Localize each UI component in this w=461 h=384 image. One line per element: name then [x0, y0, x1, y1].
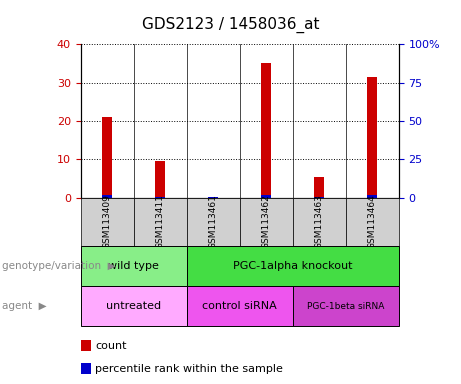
Bar: [134, 198, 187, 246]
Bar: [187, 246, 399, 286]
Text: percentile rank within the sample: percentile rank within the sample: [95, 364, 284, 374]
Text: count: count: [95, 341, 127, 351]
Text: genotype/variation  ▶: genotype/variation ▶: [2, 261, 116, 271]
Text: GSM113464: GSM113464: [368, 194, 377, 249]
Bar: [261, 195, 271, 198]
Bar: [261, 63, 271, 198]
Bar: [155, 161, 165, 198]
Bar: [102, 117, 112, 198]
Text: GDS2123 / 1458036_at: GDS2123 / 1458036_at: [142, 17, 319, 33]
Text: control siRNA: control siRNA: [202, 301, 277, 311]
Text: GSM113411: GSM113411: [156, 194, 165, 249]
Text: GSM113409: GSM113409: [103, 194, 112, 249]
Bar: [367, 195, 377, 198]
Bar: [187, 286, 293, 326]
Text: GSM113463: GSM113463: [315, 194, 324, 249]
Bar: [81, 246, 187, 286]
Bar: [346, 198, 399, 246]
Bar: [102, 195, 112, 198]
Text: untreated: untreated: [106, 301, 161, 311]
Text: GSM113462: GSM113462: [262, 194, 271, 249]
Bar: [208, 197, 218, 198]
Bar: [314, 177, 324, 198]
Bar: [293, 286, 399, 326]
Text: GSM113461: GSM113461: [209, 194, 218, 249]
Bar: [240, 198, 293, 246]
Text: PGC-1beta siRNA: PGC-1beta siRNA: [307, 302, 384, 311]
Text: PGC-1alpha knockout: PGC-1alpha knockout: [233, 261, 353, 271]
Bar: [81, 286, 187, 326]
Bar: [208, 197, 218, 198]
Text: agent  ▶: agent ▶: [2, 301, 47, 311]
Bar: [314, 197, 324, 198]
Bar: [81, 198, 134, 246]
Bar: [293, 198, 346, 246]
Bar: [155, 197, 165, 198]
Bar: [367, 77, 377, 198]
Bar: [187, 198, 240, 246]
Text: wild type: wild type: [108, 261, 159, 271]
